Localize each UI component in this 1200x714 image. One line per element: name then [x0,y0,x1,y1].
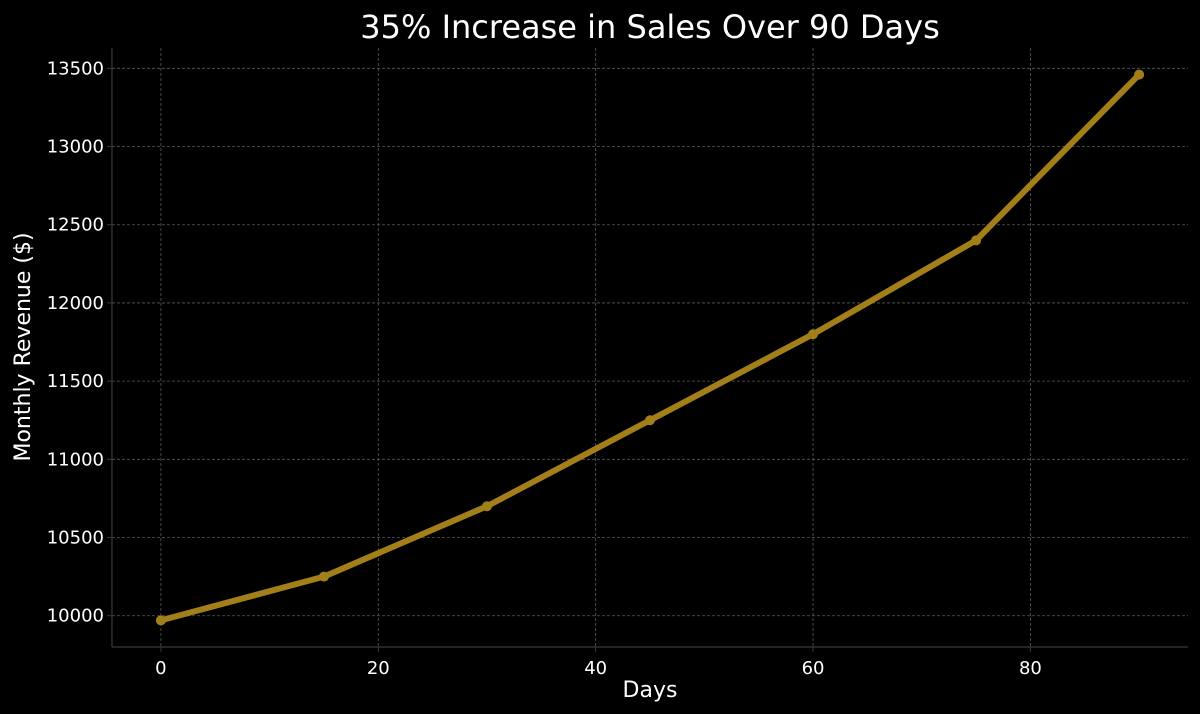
y-tick-label: 13500 [47,58,104,79]
axes-spines [111,48,1188,648]
y-tick-label: 11500 [47,371,104,392]
axis-ticks: 0 20 40 60 80 10000 10500 11000 11500 12000 12500 1… [47,58,1042,679]
data-point [481,501,492,512]
x-tick-label: 0 [155,658,166,679]
data-point [971,235,982,246]
y-tick-label: 12500 [47,215,104,236]
chart-title: 35% Increase in Sales Over 90 Days [360,8,939,46]
x-tick-label: 60 [802,658,825,679]
x-axis-label: Days [623,678,678,703]
series-layer [155,69,1145,626]
data-point [155,615,166,626]
y-tick-label: 10000 [47,606,104,627]
y-tick-label: 12000 [47,293,104,314]
x-tick-label: 20 [367,658,390,679]
y-axis-label: Monthly Revenue ($) [11,232,36,461]
grid [112,48,1188,647]
data-point [645,415,655,426]
y-tick-label: 10500 [47,528,104,549]
y-tick-label: 13000 [47,137,104,158]
x-tick-label: 40 [584,658,607,679]
data-point [808,329,819,340]
data-point [1134,69,1145,80]
data-point [318,571,329,582]
x-tick-label: 80 [1019,658,1042,679]
y-tick-label: 11000 [47,449,104,470]
